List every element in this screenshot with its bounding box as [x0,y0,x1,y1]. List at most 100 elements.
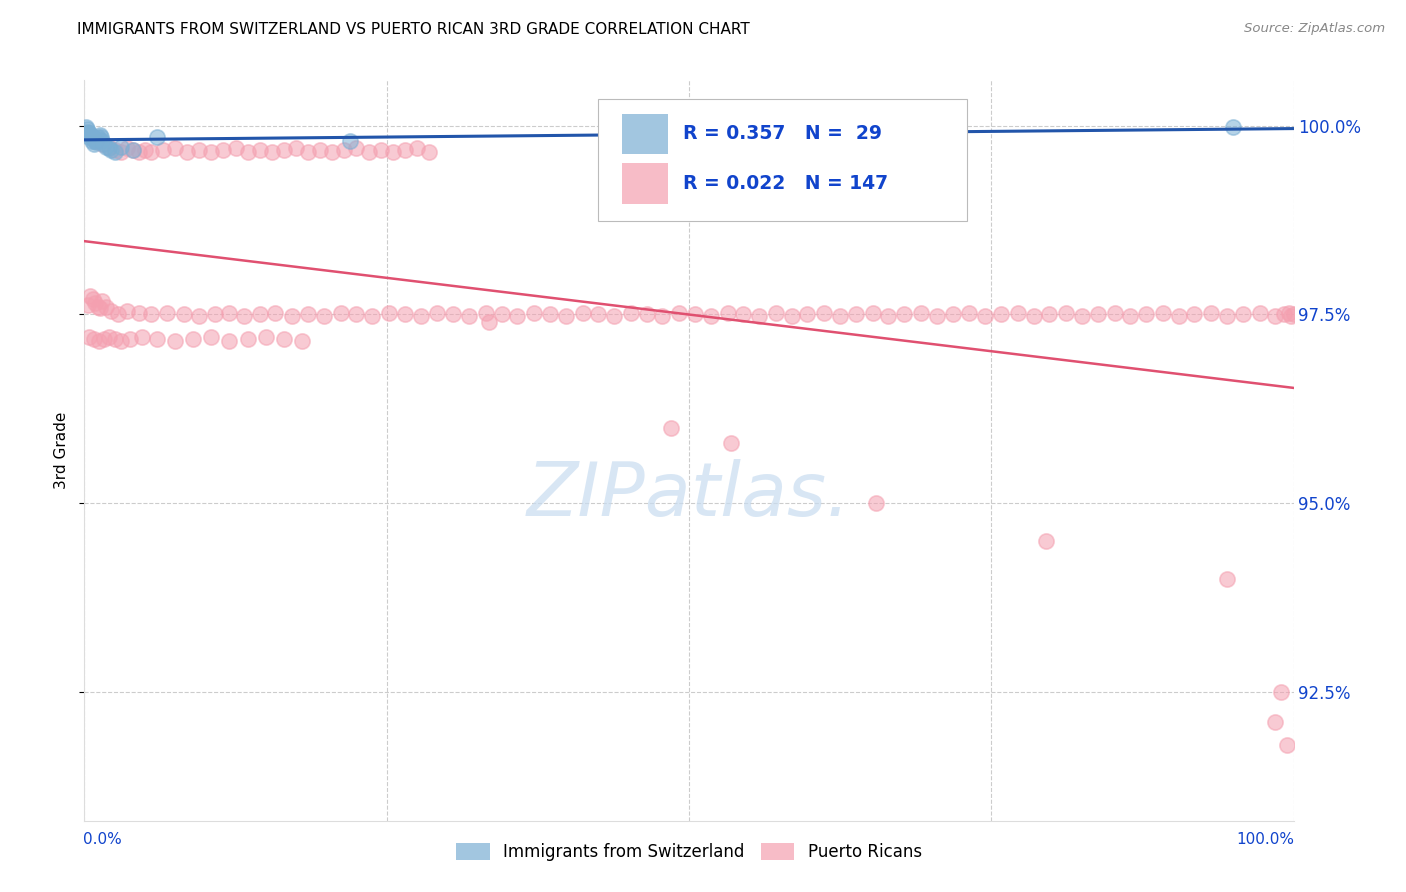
Point [93,332,115,346]
Point [75,120,97,135]
Text: 0.0%: 0.0% [83,832,122,847]
Point [94,140,117,154]
Text: IMMIGRANTS FROM SWITZERLAND VS PUERTO RICAN 3RD GRADE CORRELATION CHART: IMMIGRANTS FROM SWITZERLAND VS PUERTO RI… [77,22,749,37]
Point [1222,120,1244,135]
Point [84,296,107,310]
Point [1201,306,1223,320]
Point [284,141,308,155]
Point [321,145,343,159]
FancyBboxPatch shape [599,99,967,221]
Point [86,130,108,145]
Point [83,132,105,146]
Point [990,308,1012,322]
Point [329,306,352,320]
Point [346,308,368,322]
Point [77,298,100,312]
Point [651,309,673,323]
Point [1216,572,1239,586]
Point [620,306,643,320]
Point [218,306,240,320]
Point [273,332,295,346]
Point [333,143,356,157]
Point [765,306,787,320]
Point [165,141,187,155]
Text: R = 0.357   N =  29: R = 0.357 N = 29 [683,125,882,144]
Point [86,135,108,149]
Point [146,130,169,145]
Point [104,145,127,159]
Point [297,308,319,322]
Point [378,306,401,320]
Point [79,288,101,302]
Point [121,143,143,157]
Point [733,308,755,322]
Point [80,130,103,145]
Point [291,334,314,348]
Point [925,309,948,323]
Point [89,128,111,142]
Point [97,330,120,344]
Point [1087,308,1109,322]
Point [491,308,513,322]
Point [82,130,104,145]
Point [91,293,114,308]
Point [1038,308,1060,322]
Point [84,134,107,148]
Point [87,334,110,348]
Point [1035,534,1057,549]
Point [588,308,610,322]
Point [236,332,259,346]
Point [77,125,100,139]
Point [865,496,887,510]
Legend: Immigrants from Switzerland, Puerto Ricans: Immigrants from Switzerland, Puerto Rica… [450,837,928,868]
Point [1054,306,1077,320]
Point [668,306,690,320]
Point [152,143,174,157]
Point [225,141,247,155]
Point [959,306,981,320]
FancyBboxPatch shape [623,113,668,154]
Point [699,309,721,323]
Point [254,330,277,344]
Point [86,134,108,148]
Point [97,140,120,154]
Point [77,126,100,140]
Point [188,309,211,323]
Point [893,308,915,322]
Point [87,132,110,146]
Point [79,128,101,142]
Y-axis label: 3rd Grade: 3rd Grade [53,412,69,489]
Point [974,309,997,323]
Point [554,309,576,323]
Point [128,145,150,159]
Point [1135,308,1157,322]
Point [636,308,658,322]
Point [910,306,932,320]
Point [571,306,593,320]
Point [1119,309,1142,323]
Point [181,332,204,346]
Point [297,145,319,159]
Point [780,309,803,323]
Point [249,143,271,157]
Point [381,145,404,159]
Point [100,143,122,157]
Point [1071,309,1094,323]
Point [76,126,98,140]
Point [1167,309,1189,323]
Text: Source: ZipAtlas.com: Source: ZipAtlas.com [1244,22,1385,36]
Point [97,141,120,155]
Point [91,134,114,148]
Point [200,145,222,159]
Point [83,332,105,346]
Point [131,330,153,344]
Point [93,137,115,152]
Point [603,309,626,323]
Point [173,308,195,322]
Point [394,143,416,157]
Point [104,332,127,346]
Point [139,145,162,159]
Point [83,137,105,152]
Point [82,293,104,307]
Text: R = 0.022   N = 147: R = 0.022 N = 147 [683,174,889,193]
